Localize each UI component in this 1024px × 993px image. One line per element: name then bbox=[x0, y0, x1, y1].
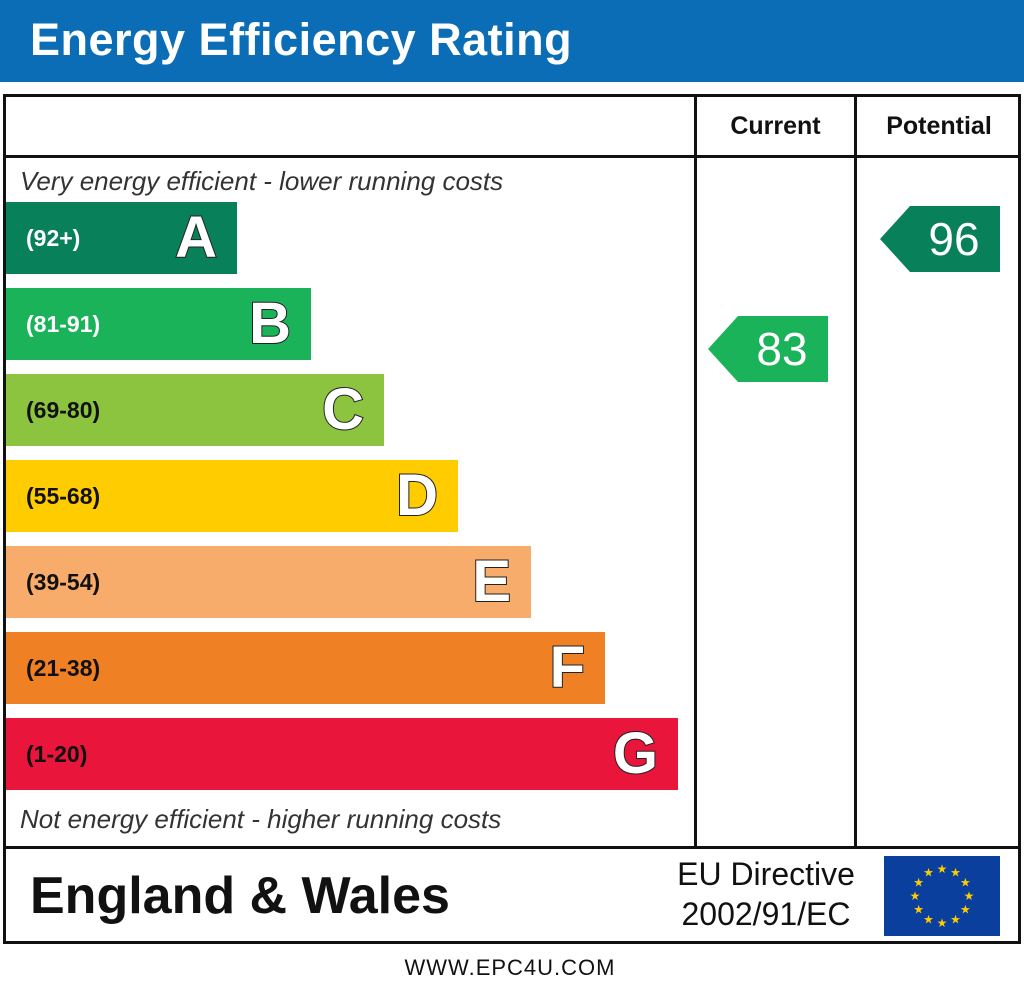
eu-star-icon: ★ bbox=[950, 866, 961, 880]
eu-flag-stars: ★ ★★★★★★★★★★★ bbox=[910, 862, 975, 930]
band-letter: G bbox=[612, 720, 659, 787]
band-range-label: (69-80) bbox=[26, 397, 101, 423]
band-range-label: (21-38) bbox=[26, 655, 101, 681]
eu-star-icon: ★ bbox=[950, 912, 961, 926]
website-footer: WWW.EPC4U.COM bbox=[404, 955, 616, 980]
header-divider bbox=[3, 155, 1021, 158]
band-g: (1-20) G bbox=[6, 718, 678, 790]
directive-line-1: EU Directive bbox=[677, 856, 855, 892]
potential-column-header: Potential bbox=[886, 112, 992, 140]
potential-rating-value: 96 bbox=[928, 213, 980, 265]
directive-line-2: 2002/91/EC bbox=[681, 896, 851, 932]
page-title: Energy Efficiency Rating bbox=[30, 14, 573, 65]
band-e: (39-54) E bbox=[6, 546, 531, 618]
eu-star-icon: ★ bbox=[923, 912, 934, 926]
rating-table bbox=[3, 94, 1021, 944]
eu-star-icon: ★ bbox=[923, 866, 934, 880]
potential-rating-arrow: 96 bbox=[880, 206, 1000, 272]
band-range-label: (55-68) bbox=[26, 483, 101, 509]
eu-star-icon: ★ bbox=[937, 862, 948, 876]
band-b: (81-91) B bbox=[6, 288, 311, 360]
eu-star-icon: ★ bbox=[960, 876, 971, 890]
band-letter: C bbox=[321, 376, 365, 443]
bottom-efficiency-note: Not energy efficient - higher running co… bbox=[20, 804, 502, 834]
band-letter: D bbox=[395, 462, 439, 529]
eu-flag-icon: ★ ★ ★ ★ ★ ★ ★ ★ ★ ★ ★ ★ bbox=[884, 856, 1000, 936]
current-rating-arrow: 83 bbox=[708, 316, 828, 382]
band-letter: F bbox=[549, 634, 586, 701]
eu-star-icon: ★ bbox=[960, 903, 971, 917]
band-range-label: (81-91) bbox=[26, 311, 101, 337]
eu-star-icon: ★ bbox=[913, 876, 924, 890]
header-bar: Energy Efficiency Rating bbox=[0, 0, 1024, 82]
band-letter: A bbox=[174, 204, 218, 271]
band-d: (55-68) D bbox=[6, 460, 458, 532]
eu-star-icon: ★ bbox=[913, 903, 924, 917]
current-column-header: Current bbox=[730, 112, 821, 140]
eu-star-icon: ★ bbox=[910, 889, 921, 903]
band-range-label: (1-20) bbox=[26, 741, 88, 767]
band-c: (69-80) C bbox=[6, 374, 384, 446]
top-efficiency-note: Very energy efficient - lower running co… bbox=[20, 166, 504, 196]
eu-star-icon: ★ bbox=[937, 916, 948, 930]
band-a: (92+) A bbox=[6, 202, 237, 274]
band-letter: B bbox=[248, 290, 292, 357]
band-f: (21-38) F bbox=[6, 632, 605, 704]
region-label: England & Wales bbox=[30, 867, 450, 925]
band-range-label: (92+) bbox=[26, 225, 81, 251]
band-range-label: (39-54) bbox=[26, 569, 101, 595]
footer-divider bbox=[3, 846, 1021, 849]
current-column-divider bbox=[694, 94, 697, 848]
band-letter: E bbox=[471, 548, 512, 615]
eu-star-icon: ★ bbox=[964, 889, 975, 903]
potential-column-divider bbox=[854, 94, 857, 848]
current-rating-value: 83 bbox=[756, 323, 808, 375]
